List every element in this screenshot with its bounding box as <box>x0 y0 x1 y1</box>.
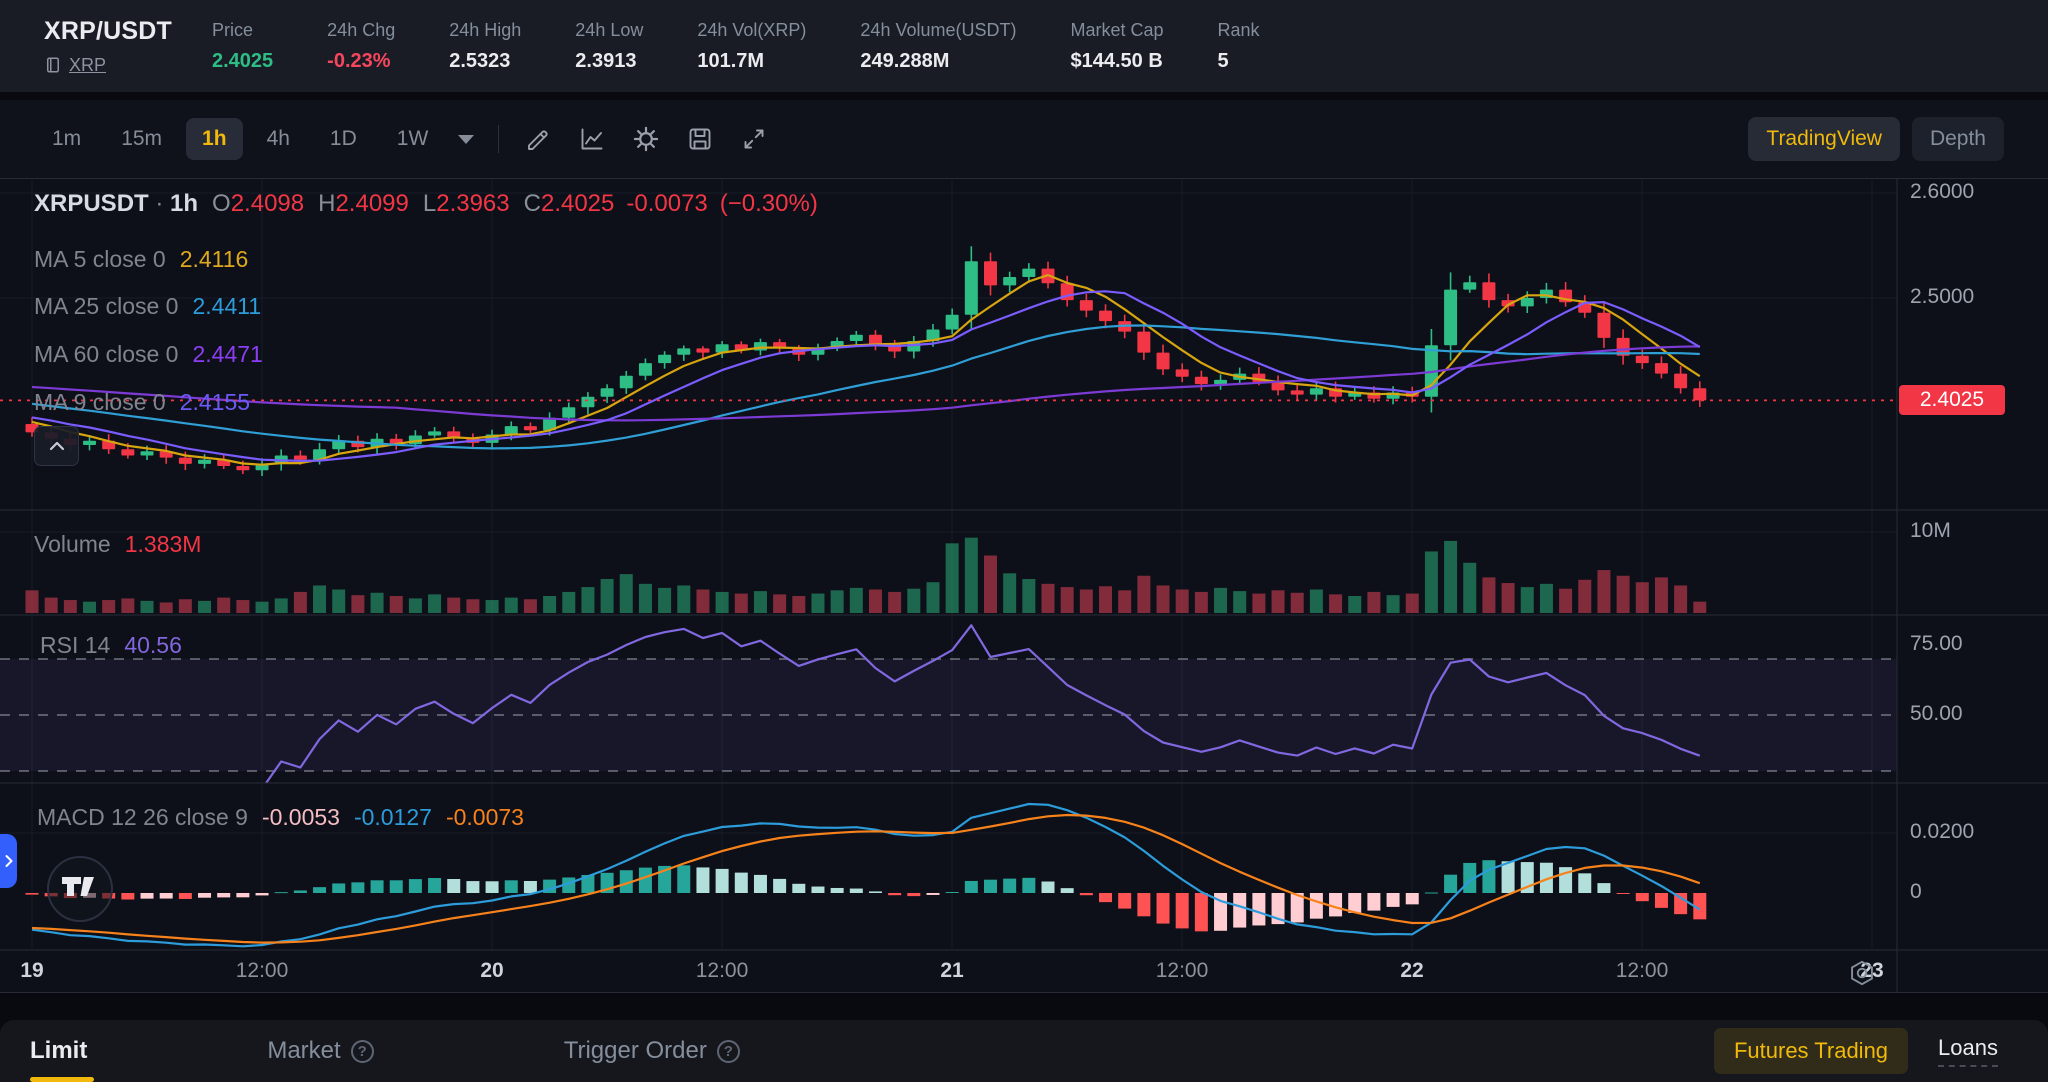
volume-legend: Volume 1.383M <box>34 531 202 557</box>
settings-icon[interactable] <box>627 120 665 158</box>
chart-toolbar: 1m 15m 1h 4h 1D 1W <box>0 100 2048 178</box>
collapse-indicators-button[interactable] <box>34 426 79 466</box>
market-stats: Price 2.4025 24h Chg -0.23% 24h High 2.5323 24… <box>212 20 1260 73</box>
pair-title: XRP/USDT <box>44 16 173 45</box>
header-stat: 24h Vol(XRP) 101.7M <box>697 19 807 72</box>
ma-legend-row: MA 9 close 0 2.4155 <box>34 389 251 415</box>
time-tick: 19 <box>20 959 44 982</box>
time-tick: 12:00 <box>695 959 749 982</box>
time-tick: 21 <box>940 959 964 982</box>
indicator-icon[interactable] <box>573 120 611 158</box>
axis-label: 2.6000 <box>1910 180 1975 203</box>
timeframe-group: 1m 15m 1h 4h 1D 1W <box>36 118 444 160</box>
ohlc-legend: XRPUSDT · 1h O2.4098 H2.4099 L2.3963 C2.4025… <box>34 190 818 217</box>
axis-label: 10M <box>1910 519 1951 542</box>
tradingview-watermark-icon <box>47 856 113 922</box>
last-price-badge: 2.4025 <box>1899 385 2005 415</box>
axis-label: 0 <box>1910 880 1922 903</box>
timeframe-1D[interactable]: 1D <box>329 127 357 150</box>
fullscreen-icon[interactable] <box>735 120 773 158</box>
header-stat: 24h High 2.5323 <box>449 19 522 72</box>
time-tick: 12:00 <box>235 959 289 982</box>
save-icon[interactable] <box>681 120 719 158</box>
rsi-legend: RSI 14 40.56 <box>40 632 182 658</box>
order-tab-trigger-order[interactable]: Trigger Order? <box>564 1037 740 1065</box>
token-doc-icon <box>44 56 62 74</box>
chart-canvas[interactable] <box>0 178 2048 993</box>
coin-link[interactable]: XRP <box>44 55 212 76</box>
order-tab-limit[interactable]: Limit <box>30 1037 88 1064</box>
draw-icon[interactable] <box>519 120 557 158</box>
view-toggle-group: TradingView Depth <box>1736 117 2004 161</box>
futures-trading-button[interactable]: Futures Trading <box>1713 1028 1909 1074</box>
help-icon[interactable]: ? <box>716 1039 740 1063</box>
chart-area <box>0 178 2048 993</box>
macd-legend: MACD 12 26 close 9 -0.0053 -0.0127 -0.0073 <box>37 804 524 830</box>
panel-expand-tab[interactable] <box>0 834 17 888</box>
header-stat: 24h Chg -0.23% <box>327 19 396 72</box>
header-stat: 24h Volume(USDT) 249.288M <box>860 19 1017 72</box>
timeframe-1W[interactable]: 1W <box>396 127 429 150</box>
order-tab-market[interactable]: Market? <box>267 1037 374 1065</box>
market-header: XRP/USDT XRP Price 2.4025 24h Chg -0.23% 24h… <box>0 0 2048 92</box>
interval-dropdown-caret-icon[interactable] <box>458 134 475 144</box>
active-tab-underline <box>30 1077 94 1082</box>
ma-legend-row: MA 5 close 0 2.4116 <box>34 246 249 272</box>
header-stat: Market Cap $144.50 B <box>1070 19 1164 72</box>
depth-view-button[interactable]: Depth <box>1911 117 2004 161</box>
timeframe-1h[interactable]: 1h <box>186 118 243 160</box>
timeframe-1m[interactable]: 1m <box>52 127 82 150</box>
timeframe-15m[interactable]: 15m <box>121 127 163 150</box>
time-tick: 12:00 <box>1155 959 1209 982</box>
help-icon[interactable]: ? <box>350 1039 374 1063</box>
time-tick: 22 <box>1400 959 1424 982</box>
axis-label: 75.00 <box>1910 632 1963 655</box>
time-tick: 20 <box>480 959 504 982</box>
loans-link[interactable]: Loans <box>1938 1035 1998 1067</box>
time-tick: 12:00 <box>1615 959 1669 982</box>
ma-legend-row: MA 60 close 0 2.4471 <box>34 341 263 367</box>
order-type-tabs: Limit Market? Trigger Order? <box>30 1037 930 1065</box>
order-panel-bar: Limit Market? Trigger Order? Futures Tradi… <box>0 1020 2048 1082</box>
axis-label: 0.0200 <box>1910 820 1975 843</box>
axis-settings-icon[interactable] <box>1844 955 1880 991</box>
tradingview-view-button[interactable]: TradingView <box>1748 117 1900 161</box>
header-stat: Rank 5 <box>1217 19 1260 72</box>
axis-label: 50.00 <box>1910 702 1963 725</box>
ma-legend-row: MA 25 close 0 2.4411 <box>34 293 262 319</box>
header-stat: Price 2.4025 <box>212 19 274 72</box>
axis-label: 2.5000 <box>1910 285 1975 308</box>
toolbar-divider <box>498 125 500 153</box>
timeframe-4h[interactable]: 4h <box>266 127 290 150</box>
header-stat: 24h Low 2.3913 <box>575 19 644 72</box>
